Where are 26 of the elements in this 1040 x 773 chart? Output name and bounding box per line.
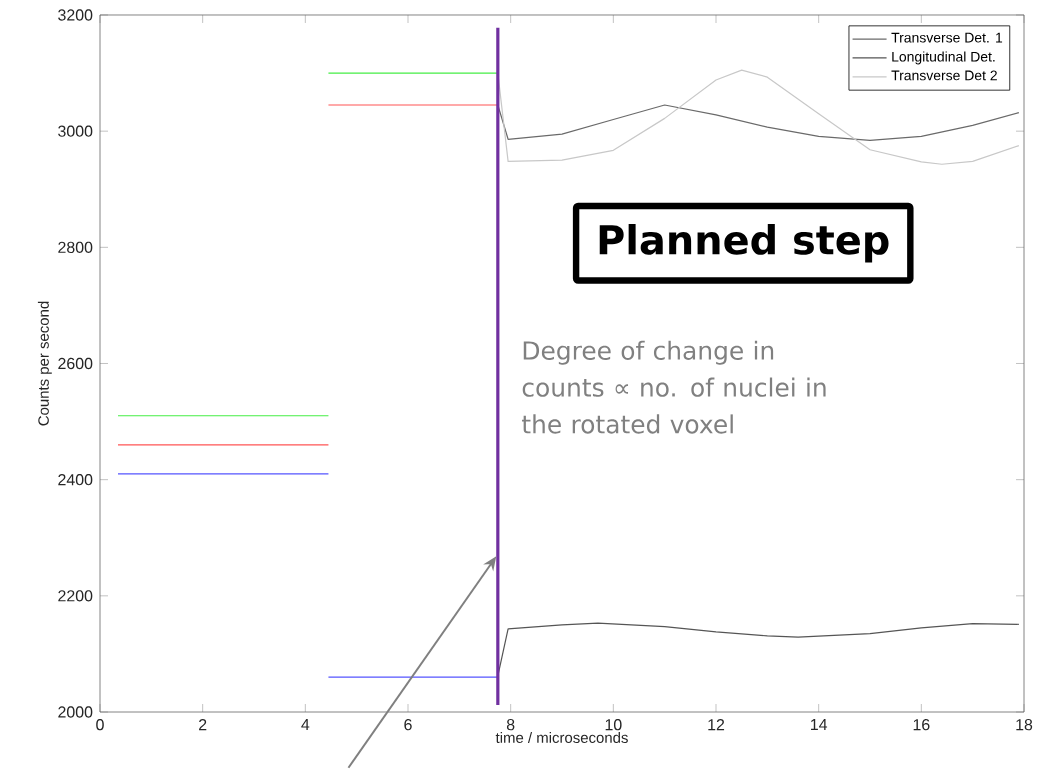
- legend-label: Longitudinal Det.: [892, 51, 995, 65]
- x-tick-label: 16: [913, 719, 930, 731]
- annotation: Degree of change in counts ∝ no. of nuclei in the rotated voxel: [521, 340, 826, 434]
- y-axis-title: Counts per second: [37, 301, 52, 426]
- y-tick-label: 2800: [58, 241, 93, 253]
- y-tick-label: 3200: [58, 9, 93, 21]
- annotation: Planned step: [599, 223, 889, 263]
- x-tick-label: 2: [199, 719, 207, 731]
- y-tick-label: 2000: [58, 706, 93, 718]
- x-tick-label: 10: [605, 719, 622, 731]
- line-series: [497, 104, 1020, 142]
- x-tick-label: 0: [96, 719, 104, 731]
- y-tick-label: 2600: [58, 357, 93, 370]
- x-tick-label: 12: [708, 719, 725, 731]
- x-tick-label: 18: [1016, 719, 1033, 731]
- y-tick-label: 2400: [58, 474, 93, 486]
- x-tick-label: 6: [404, 719, 412, 731]
- x-tick-label: 4: [301, 719, 310, 731]
- x-tick-label: 8: [506, 719, 515, 731]
- legend-label: Transverse Det. 1: [891, 32, 1003, 43]
- y-tick-label: 2200: [58, 590, 93, 602]
- line-series: [497, 69, 1020, 165]
- y-tick-label: 3000: [58, 125, 93, 137]
- x-tick-label: 14: [811, 719, 828, 731]
- legend-label: Transverse Det 2: [891, 70, 997, 81]
- x-axis-title: time / microseconds: [495, 732, 628, 743]
